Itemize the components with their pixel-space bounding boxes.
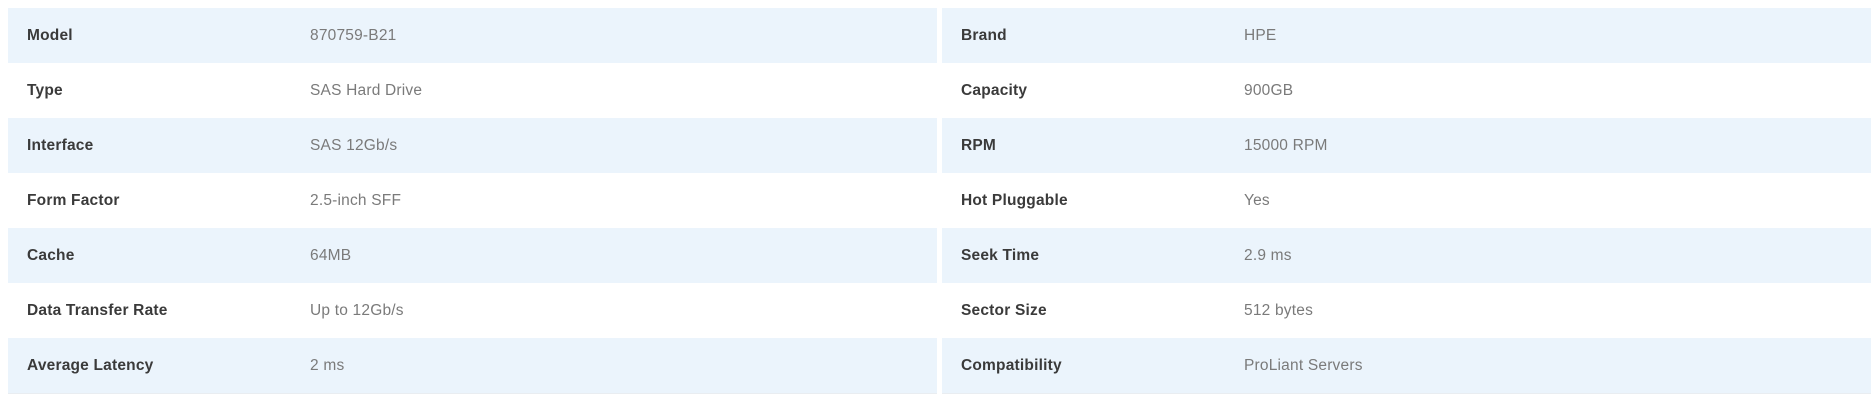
spec-label: Seek Time (961, 246, 1040, 264)
spec-value: 64MB (310, 246, 352, 264)
spec-value: 870759-B21 (310, 26, 397, 44)
spec-value: SAS Hard Drive (310, 81, 423, 99)
spec-value: ProLiant Servers (1244, 356, 1363, 374)
spec-row: Form Factor 2.5-inch SFF (8, 173, 937, 228)
spec-row: Type SAS Hard Drive (8, 63, 937, 118)
spec-label: Sector Size (961, 301, 1047, 319)
spec-row: Capacity 900GB (942, 63, 1871, 118)
spec-value: 900GB (1244, 81, 1294, 99)
spec-table-left: Model 870759-B21 Type SAS Hard Drive Interfa… (8, 8, 937, 394)
spec-row: Compatibility ProLiant Servers (942, 338, 1871, 393)
spec-table-right: Brand HPE Capacity 900GB RPM 15000 RPM Hot Plu… (942, 8, 1871, 394)
spec-label: Data Transfer Rate (27, 301, 168, 319)
spec-row: Interface SAS 12Gb/s (8, 118, 937, 173)
spec-label: Model (27, 26, 73, 44)
spec-label: Average Latency (27, 356, 154, 374)
spec-value: 2.9 ms (1244, 246, 1292, 264)
spec-label: Interface (27, 136, 94, 154)
spec-row: Data Transfer Rate Up to 12Gb/s (8, 283, 937, 338)
spec-label: Type (27, 81, 63, 99)
spec-tables-container: Model 870759-B21 Type SAS Hard Drive Interfa… (8, 8, 1871, 394)
spec-label: Brand (961, 26, 1007, 44)
spec-value: 2.5-inch SFF (310, 191, 402, 209)
spec-value: HPE (1244, 26, 1277, 44)
spec-value: SAS 12Gb/s (310, 136, 398, 154)
spec-row: Model 870759-B21 (8, 8, 937, 63)
spec-label: Compatibility (961, 356, 1062, 374)
spec-value: Up to 12Gb/s (310, 301, 404, 319)
spec-row: Hot Pluggable Yes (942, 173, 1871, 228)
spec-row: Sector Size 512 bytes (942, 283, 1871, 338)
spec-value: Yes (1244, 191, 1270, 209)
spec-value: 512 bytes (1244, 301, 1314, 319)
spec-row: Brand HPE (942, 8, 1871, 63)
spec-label: Form Factor (27, 191, 120, 209)
spec-value: 15000 RPM (1244, 136, 1328, 154)
spec-row: Seek Time 2.9 ms (942, 228, 1871, 283)
spec-label: Cache (27, 246, 75, 264)
spec-label: RPM (961, 136, 997, 154)
spec-row: Average Latency 2 ms (8, 338, 937, 393)
spec-row: Cache 64MB (8, 228, 937, 283)
spec-label: Hot Pluggable (961, 191, 1068, 209)
spec-row: RPM 15000 RPM (942, 118, 1871, 173)
spec-value: 2 ms (310, 356, 345, 374)
spec-label: Capacity (961, 81, 1028, 99)
